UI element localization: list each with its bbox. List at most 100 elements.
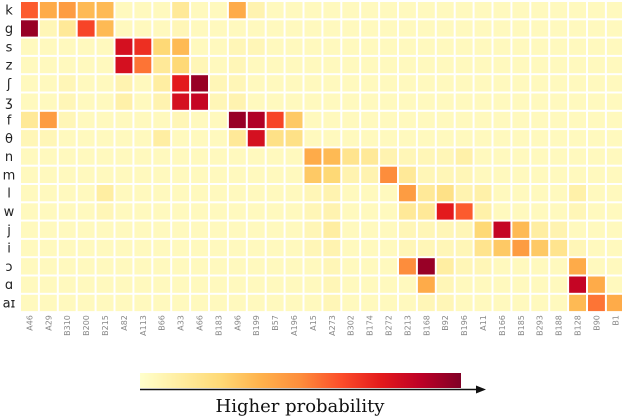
heatmap-cell xyxy=(569,20,586,37)
heatmap-cell xyxy=(455,203,473,220)
heatmap-cell xyxy=(493,203,511,220)
heatmap-cell xyxy=(474,276,492,293)
heatmap-cell xyxy=(77,258,95,275)
heatmap-cell xyxy=(531,276,549,293)
heatmap-cell xyxy=(323,258,341,275)
heatmap-cell xyxy=(606,93,622,110)
heatmap-cell xyxy=(342,203,360,220)
heatmap-cell xyxy=(606,111,622,129)
heatmap-cell xyxy=(304,203,322,220)
heatmap-cell xyxy=(399,20,416,37)
heatmap-cell xyxy=(588,75,605,92)
column-label: A96 xyxy=(233,315,242,331)
heatmap-cell xyxy=(569,2,586,19)
column-label: A46 xyxy=(25,315,34,331)
heatmap-cell xyxy=(172,239,190,257)
row-label: aɪ xyxy=(3,296,16,311)
heatmap-cell xyxy=(172,111,190,129)
heatmap-cell xyxy=(247,166,265,183)
heatmap-cell xyxy=(228,130,246,147)
heatmap-cell xyxy=(606,276,622,293)
heatmap-cell xyxy=(342,148,360,165)
heatmap-cell xyxy=(436,276,454,293)
heatmap-cell xyxy=(77,130,95,147)
heatmap-cell xyxy=(58,148,76,165)
heatmap-cell xyxy=(474,203,492,220)
heatmap-cell xyxy=(455,148,473,165)
heatmap-cell xyxy=(417,221,435,238)
heatmap-cell xyxy=(512,111,530,129)
heatmap-cell xyxy=(342,111,360,129)
heatmap-cell xyxy=(399,148,416,165)
heatmap-cell xyxy=(474,93,492,110)
heatmap-cell xyxy=(417,203,435,220)
heatmap-cell xyxy=(436,258,454,275)
heatmap-cell xyxy=(361,148,379,165)
heatmap-cell xyxy=(172,185,190,202)
heatmap-cell xyxy=(493,75,511,92)
heatmap-cell xyxy=(588,166,605,183)
heatmap-cell xyxy=(191,2,208,19)
heatmap-cell xyxy=(417,148,435,165)
heatmap-cell xyxy=(455,294,473,312)
heatmap-cell xyxy=(247,111,265,129)
heatmap-cell xyxy=(58,166,76,183)
row-label: ʒ xyxy=(5,95,13,110)
heatmap-cell xyxy=(493,93,511,110)
heatmap-cell xyxy=(266,20,284,37)
heatmap-cell xyxy=(569,130,586,147)
heatmap-cell xyxy=(493,148,511,165)
heatmap-cell xyxy=(493,239,511,257)
heatmap-cell xyxy=(39,93,57,110)
heatmap-cell xyxy=(550,38,568,55)
heatmap-cell xyxy=(361,166,379,183)
heatmap-cell xyxy=(606,294,622,312)
heatmap-cell xyxy=(436,221,454,238)
colorbar-label: Higher probability xyxy=(216,396,386,417)
heatmap-cell xyxy=(153,38,171,55)
heatmap-cell xyxy=(323,56,341,74)
heatmap-cell xyxy=(77,56,95,74)
heatmap-cell xyxy=(115,166,133,183)
heatmap-cell xyxy=(228,276,246,293)
heatmap-cell xyxy=(606,130,622,147)
heatmap-cell xyxy=(380,294,397,312)
heatmap-cell xyxy=(304,75,322,92)
column-labels: A46 A29 B310 B200 B215 A82 A113 B66 A33 A66 B183 A9… xyxy=(25,315,620,336)
heatmap-cell xyxy=(455,93,473,110)
heatmap-cell xyxy=(115,20,133,37)
heatmap-cell xyxy=(380,2,397,19)
heatmap-cell xyxy=(247,93,265,110)
row-label: z xyxy=(6,59,13,74)
heatmap-cell xyxy=(606,203,622,220)
heatmap-cell xyxy=(493,130,511,147)
heatmap-cell xyxy=(228,2,246,19)
heatmap-cell xyxy=(115,148,133,165)
heatmap-cells xyxy=(21,2,622,312)
heatmap-cell xyxy=(380,166,397,183)
heatmap-cell xyxy=(228,75,246,92)
heatmap-cell xyxy=(569,75,586,92)
heatmap-cell xyxy=(134,2,152,19)
column-label: A66 xyxy=(196,315,205,331)
heatmap-cell xyxy=(474,38,492,55)
heatmap-cell xyxy=(115,56,133,74)
heatmap-cell xyxy=(606,2,622,19)
heatmap-cell xyxy=(550,130,568,147)
column-label: A15 xyxy=(309,315,318,331)
heatmap-cell xyxy=(606,239,622,257)
heatmap-cell xyxy=(512,276,530,293)
heatmap-cell xyxy=(172,56,190,74)
heatmap-cell xyxy=(96,130,114,147)
heatmap-cell xyxy=(304,221,322,238)
heatmap-cell xyxy=(342,239,360,257)
heatmap-cell xyxy=(210,148,227,165)
heatmap-cell xyxy=(323,38,341,55)
heatmap-cell xyxy=(323,239,341,257)
heatmap-cell xyxy=(77,93,95,110)
heatmap-cell xyxy=(606,20,622,37)
heatmap-cell xyxy=(77,185,95,202)
heatmap-cell xyxy=(342,166,360,183)
heatmap-cell xyxy=(285,56,303,74)
heatmap-cell xyxy=(342,2,360,19)
